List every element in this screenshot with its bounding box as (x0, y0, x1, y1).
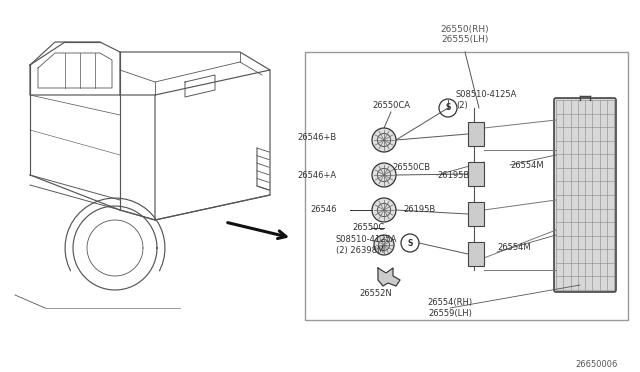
Circle shape (372, 128, 396, 152)
Text: 26546: 26546 (310, 205, 337, 215)
Text: S08510-4125A
(2) 26398M: S08510-4125A (2) 26398M (336, 235, 397, 255)
Text: 26195B: 26195B (437, 170, 469, 180)
Circle shape (372, 163, 396, 187)
Text: 26554M: 26554M (510, 160, 543, 170)
Bar (305, 52, 628, 320)
Text: 26554M: 26554M (497, 244, 531, 253)
Text: S08510-4125A
(2): S08510-4125A (2) (456, 90, 517, 110)
Text: 26546+A: 26546+A (298, 170, 337, 180)
Circle shape (374, 235, 394, 255)
Bar (468, 242, 484, 266)
Text: S: S (407, 238, 413, 247)
Text: 26550(RH)
26555(LH): 26550(RH) 26555(LH) (441, 25, 490, 44)
Text: 26552N: 26552N (360, 289, 392, 298)
Text: 26550CA: 26550CA (372, 100, 410, 109)
Circle shape (372, 198, 396, 222)
FancyBboxPatch shape (554, 98, 616, 292)
Text: 26546+B: 26546+B (298, 132, 337, 141)
Text: 26650006: 26650006 (575, 360, 618, 369)
Text: 26554(RH)
26559(LH): 26554(RH) 26559(LH) (428, 298, 472, 318)
Bar (468, 202, 484, 226)
Bar (468, 162, 484, 186)
Text: S: S (445, 103, 451, 112)
Bar (468, 122, 484, 146)
Polygon shape (378, 268, 400, 286)
Text: 26195B: 26195B (403, 205, 435, 215)
Text: 26550CB: 26550CB (392, 164, 430, 173)
Text: 26550C: 26550C (352, 224, 384, 232)
